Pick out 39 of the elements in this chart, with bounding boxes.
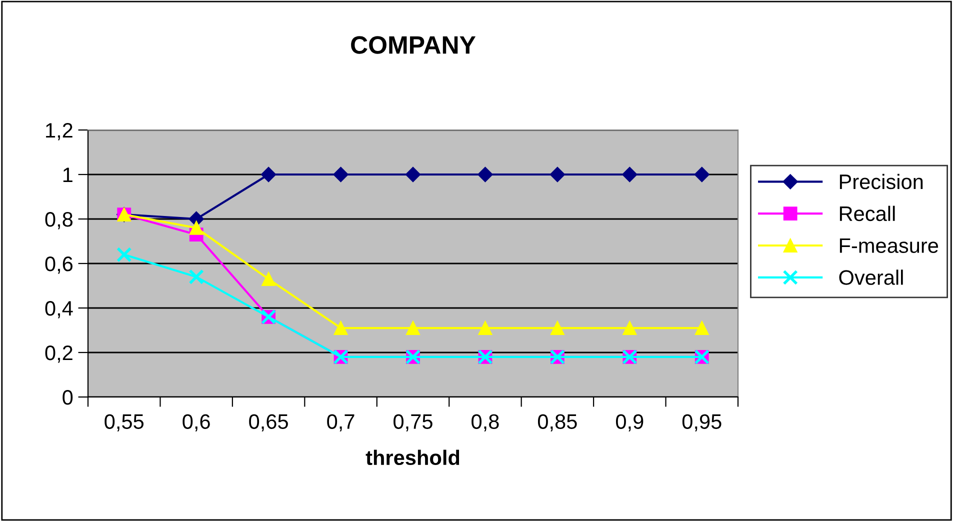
y-tick-label: 0,4 [45,301,73,318]
point [478,166,493,182]
x-tick-label: 0,9 [616,414,644,432]
x-tick-label: 0,75 [394,414,432,432]
point [694,166,710,182]
point [333,166,348,182]
point [694,321,709,335]
point [622,321,637,335]
point [622,166,638,182]
x-tick-label: 0,6 [182,414,210,432]
x-tick-label: 0,55 [104,414,144,432]
legend-label: Precision [840,174,923,190]
point [406,321,420,335]
y-tick-label: 1,2 [46,123,72,140]
x-axis-title: threshold [366,450,460,466]
legend-label: F-measure [840,238,938,254]
y-tick-label: 0,2 [45,346,72,363]
x-tick-label: 0,7 [327,414,354,432]
point [260,166,276,182]
y-tick-label: 1 [63,168,72,182]
point [405,166,421,182]
point [116,246,132,262]
x-tick-label: 0,95 [682,414,722,432]
y-tick-label: 0 [62,390,73,405]
point [334,321,348,335]
point [478,321,492,335]
chart-title: COMPANY [351,36,476,54]
y-tick-label: 0,6 [45,256,73,274]
x-tick-label: 0,65 [249,414,288,432]
legend-label: Recall [840,206,895,222]
point [550,166,566,182]
y-tick-label: 0,8 [45,212,73,230]
point [189,220,204,235]
x-tick-label: 0,8 [472,414,499,432]
legend-label: Overall [839,270,903,285]
point [550,321,564,335]
x-tick-label: 0,85 [538,414,577,432]
point [262,272,276,286]
point [188,269,204,284]
